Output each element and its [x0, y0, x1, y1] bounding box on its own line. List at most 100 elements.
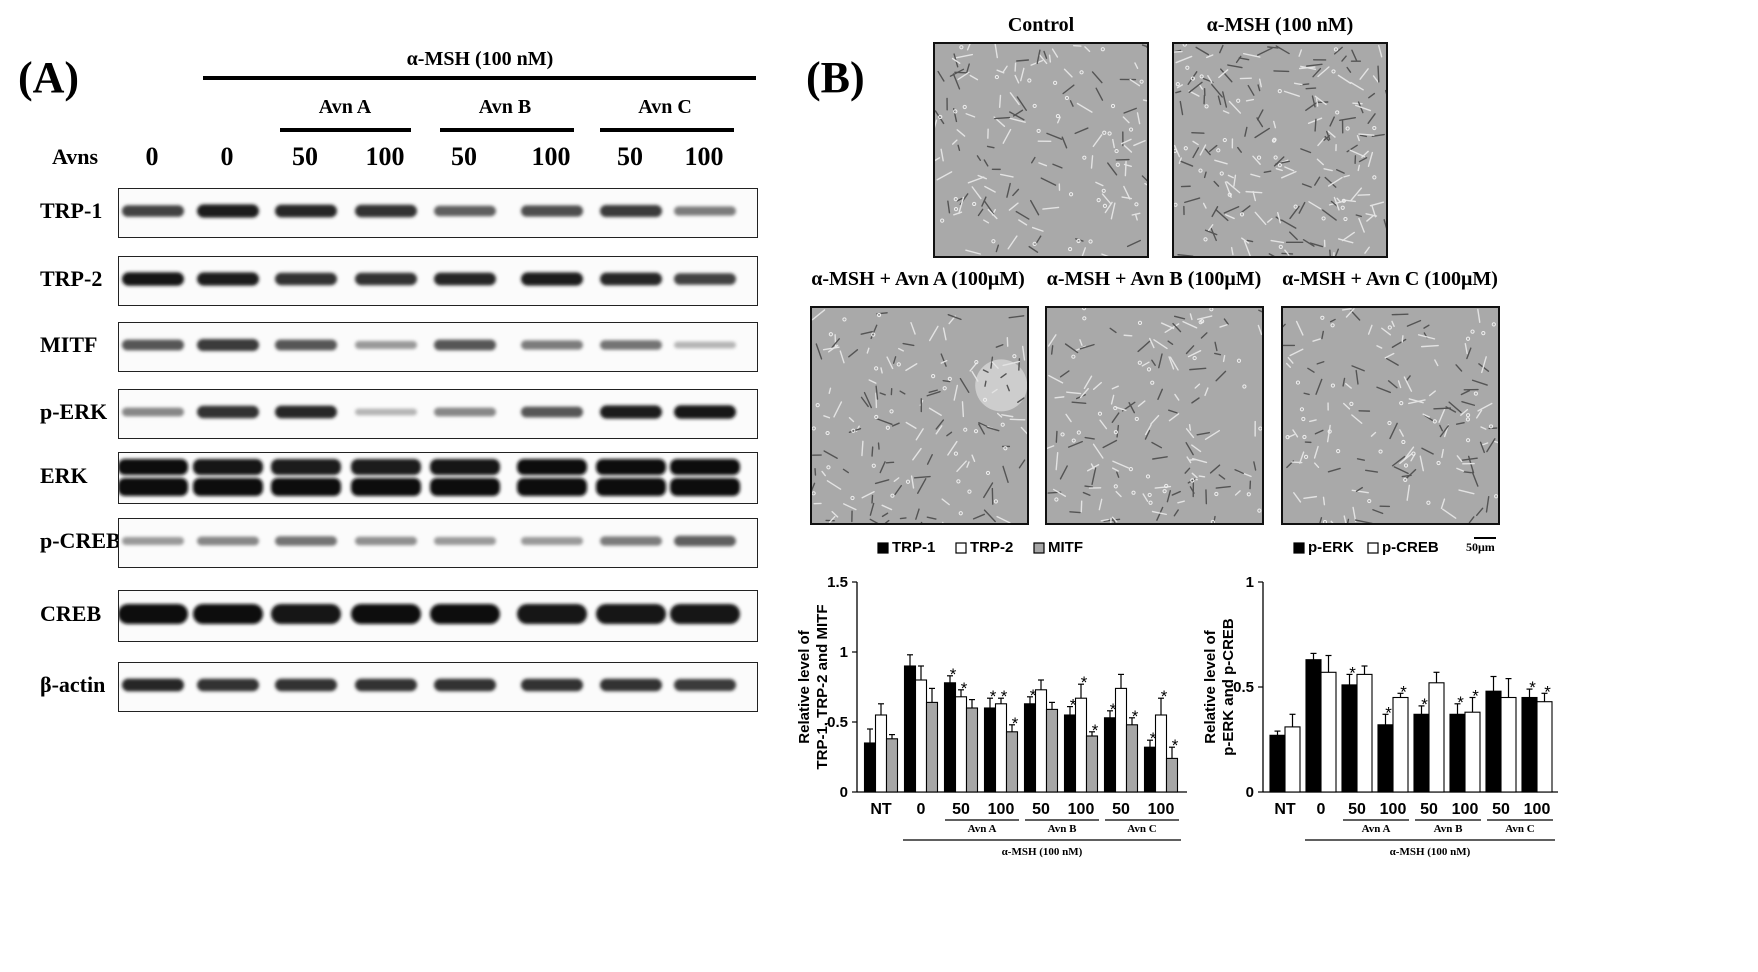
cell-mark [1284, 166, 1295, 172]
cell-mark [959, 377, 970, 394]
cell-mark [1223, 206, 1240, 214]
cell-mark [1293, 82, 1303, 86]
cell-mark [1464, 342, 1468, 355]
cell-mark [982, 369, 989, 373]
cell-mark [861, 440, 864, 457]
cell-mark [1112, 138, 1115, 149]
cell-mark [1151, 359, 1156, 366]
cell-mark [1345, 308, 1355, 318]
cell-mark [1111, 516, 1118, 523]
cell-mark [1358, 157, 1368, 163]
cell-mark [967, 489, 972, 494]
cell-mark [1173, 315, 1186, 320]
blot-band [674, 405, 736, 419]
cell-mark [1071, 438, 1076, 443]
cell-mark [1032, 103, 1037, 109]
x-tick-label: 100 [988, 801, 1015, 818]
cell-mark [1391, 455, 1406, 467]
cell-mark [1491, 322, 1496, 327]
cell-mark [1142, 99, 1147, 102]
cell-mark [1131, 212, 1141, 216]
cell-mark [1180, 160, 1194, 167]
blot-band [670, 459, 740, 475]
cell-mark [941, 498, 950, 506]
cell-mark [1411, 451, 1416, 456]
blot-strip [118, 322, 758, 372]
cell-mark [1092, 443, 1104, 459]
group-header-avn-b: Avn B [478, 96, 532, 118]
cell-mark [869, 518, 879, 523]
cell-mark [1081, 308, 1087, 311]
cell-mark [1308, 201, 1322, 210]
cell-mark [938, 114, 943, 120]
cell-mark [1322, 496, 1326, 506]
cell-mark [1141, 361, 1150, 367]
cell-mark [871, 463, 876, 468]
cell-mark [1046, 132, 1063, 140]
cell-mark [1082, 155, 1087, 160]
group-label: Avn C [1505, 823, 1534, 835]
cell-mark [1381, 327, 1392, 336]
cell-mark [1322, 209, 1337, 221]
cell-mark [1314, 118, 1317, 132]
cell-mark [1219, 44, 1224, 54]
cell-mark [942, 386, 947, 391]
cell-mark [984, 185, 996, 193]
cell-mark [1405, 468, 1417, 480]
blot-band [351, 459, 421, 475]
cell-mark [1211, 83, 1223, 98]
blot-band [193, 604, 263, 624]
cell-mark [815, 343, 823, 360]
cell-mark [899, 390, 906, 395]
cell-mark [1372, 175, 1377, 180]
blot-band [271, 604, 341, 624]
cell-mark [967, 176, 985, 184]
cell-mark [1299, 407, 1305, 412]
cell-mark [1191, 397, 1200, 404]
cell-mark [1341, 55, 1347, 62]
legend-label: p-CREB [1382, 539, 1439, 556]
cell-mark [1327, 130, 1336, 138]
cell-mark [1203, 237, 1208, 242]
cell-mark [812, 491, 816, 496]
cell-mark [1334, 248, 1339, 256]
cell-mark [1234, 469, 1244, 475]
cell-mark [1167, 340, 1174, 345]
cell-mark [1191, 444, 1202, 453]
cell-mark [1038, 162, 1048, 167]
blot-band [430, 459, 500, 475]
bar [914, 679, 928, 793]
cell-mark [1330, 520, 1334, 523]
cell-mark [1172, 322, 1182, 333]
cell-mark [993, 499, 999, 504]
cell-mark [1215, 209, 1229, 222]
y-tick-label: 1.5 [827, 574, 848, 591]
cell-mark [949, 68, 965, 77]
cell-mark [1233, 174, 1237, 187]
cell-mark [1399, 453, 1413, 465]
significance-star: * [1529, 678, 1536, 697]
x-tick-label: NT [1274, 801, 1296, 818]
cell-mark [1189, 486, 1195, 494]
bar [1500, 696, 1517, 793]
cell-mark [1086, 464, 1100, 472]
cell-mark [1042, 206, 1060, 210]
bar [925, 701, 939, 793]
cell-mark [905, 421, 917, 429]
cell-mark [880, 367, 883, 374]
cell-mark [1216, 148, 1221, 153]
cell-mark [1246, 492, 1251, 497]
cell-mark [1148, 500, 1153, 505]
cell-mark [1205, 54, 1214, 59]
cell-mark [1104, 201, 1113, 214]
cell-mark [1048, 374, 1064, 384]
bar-chart-perk-pcreb: p-ERK p-CREB 0 0.5 1 Relative level of p-ERK a… [1202, 539, 1558, 858]
cell-mark [1252, 155, 1261, 165]
cell-mark [1397, 380, 1402, 389]
cell-mark [1008, 117, 1026, 123]
cell-mark [1337, 238, 1354, 244]
cell-mark [892, 356, 897, 364]
cell-mark [1097, 411, 1103, 416]
blot-band [596, 604, 666, 624]
blot-band [521, 406, 583, 418]
